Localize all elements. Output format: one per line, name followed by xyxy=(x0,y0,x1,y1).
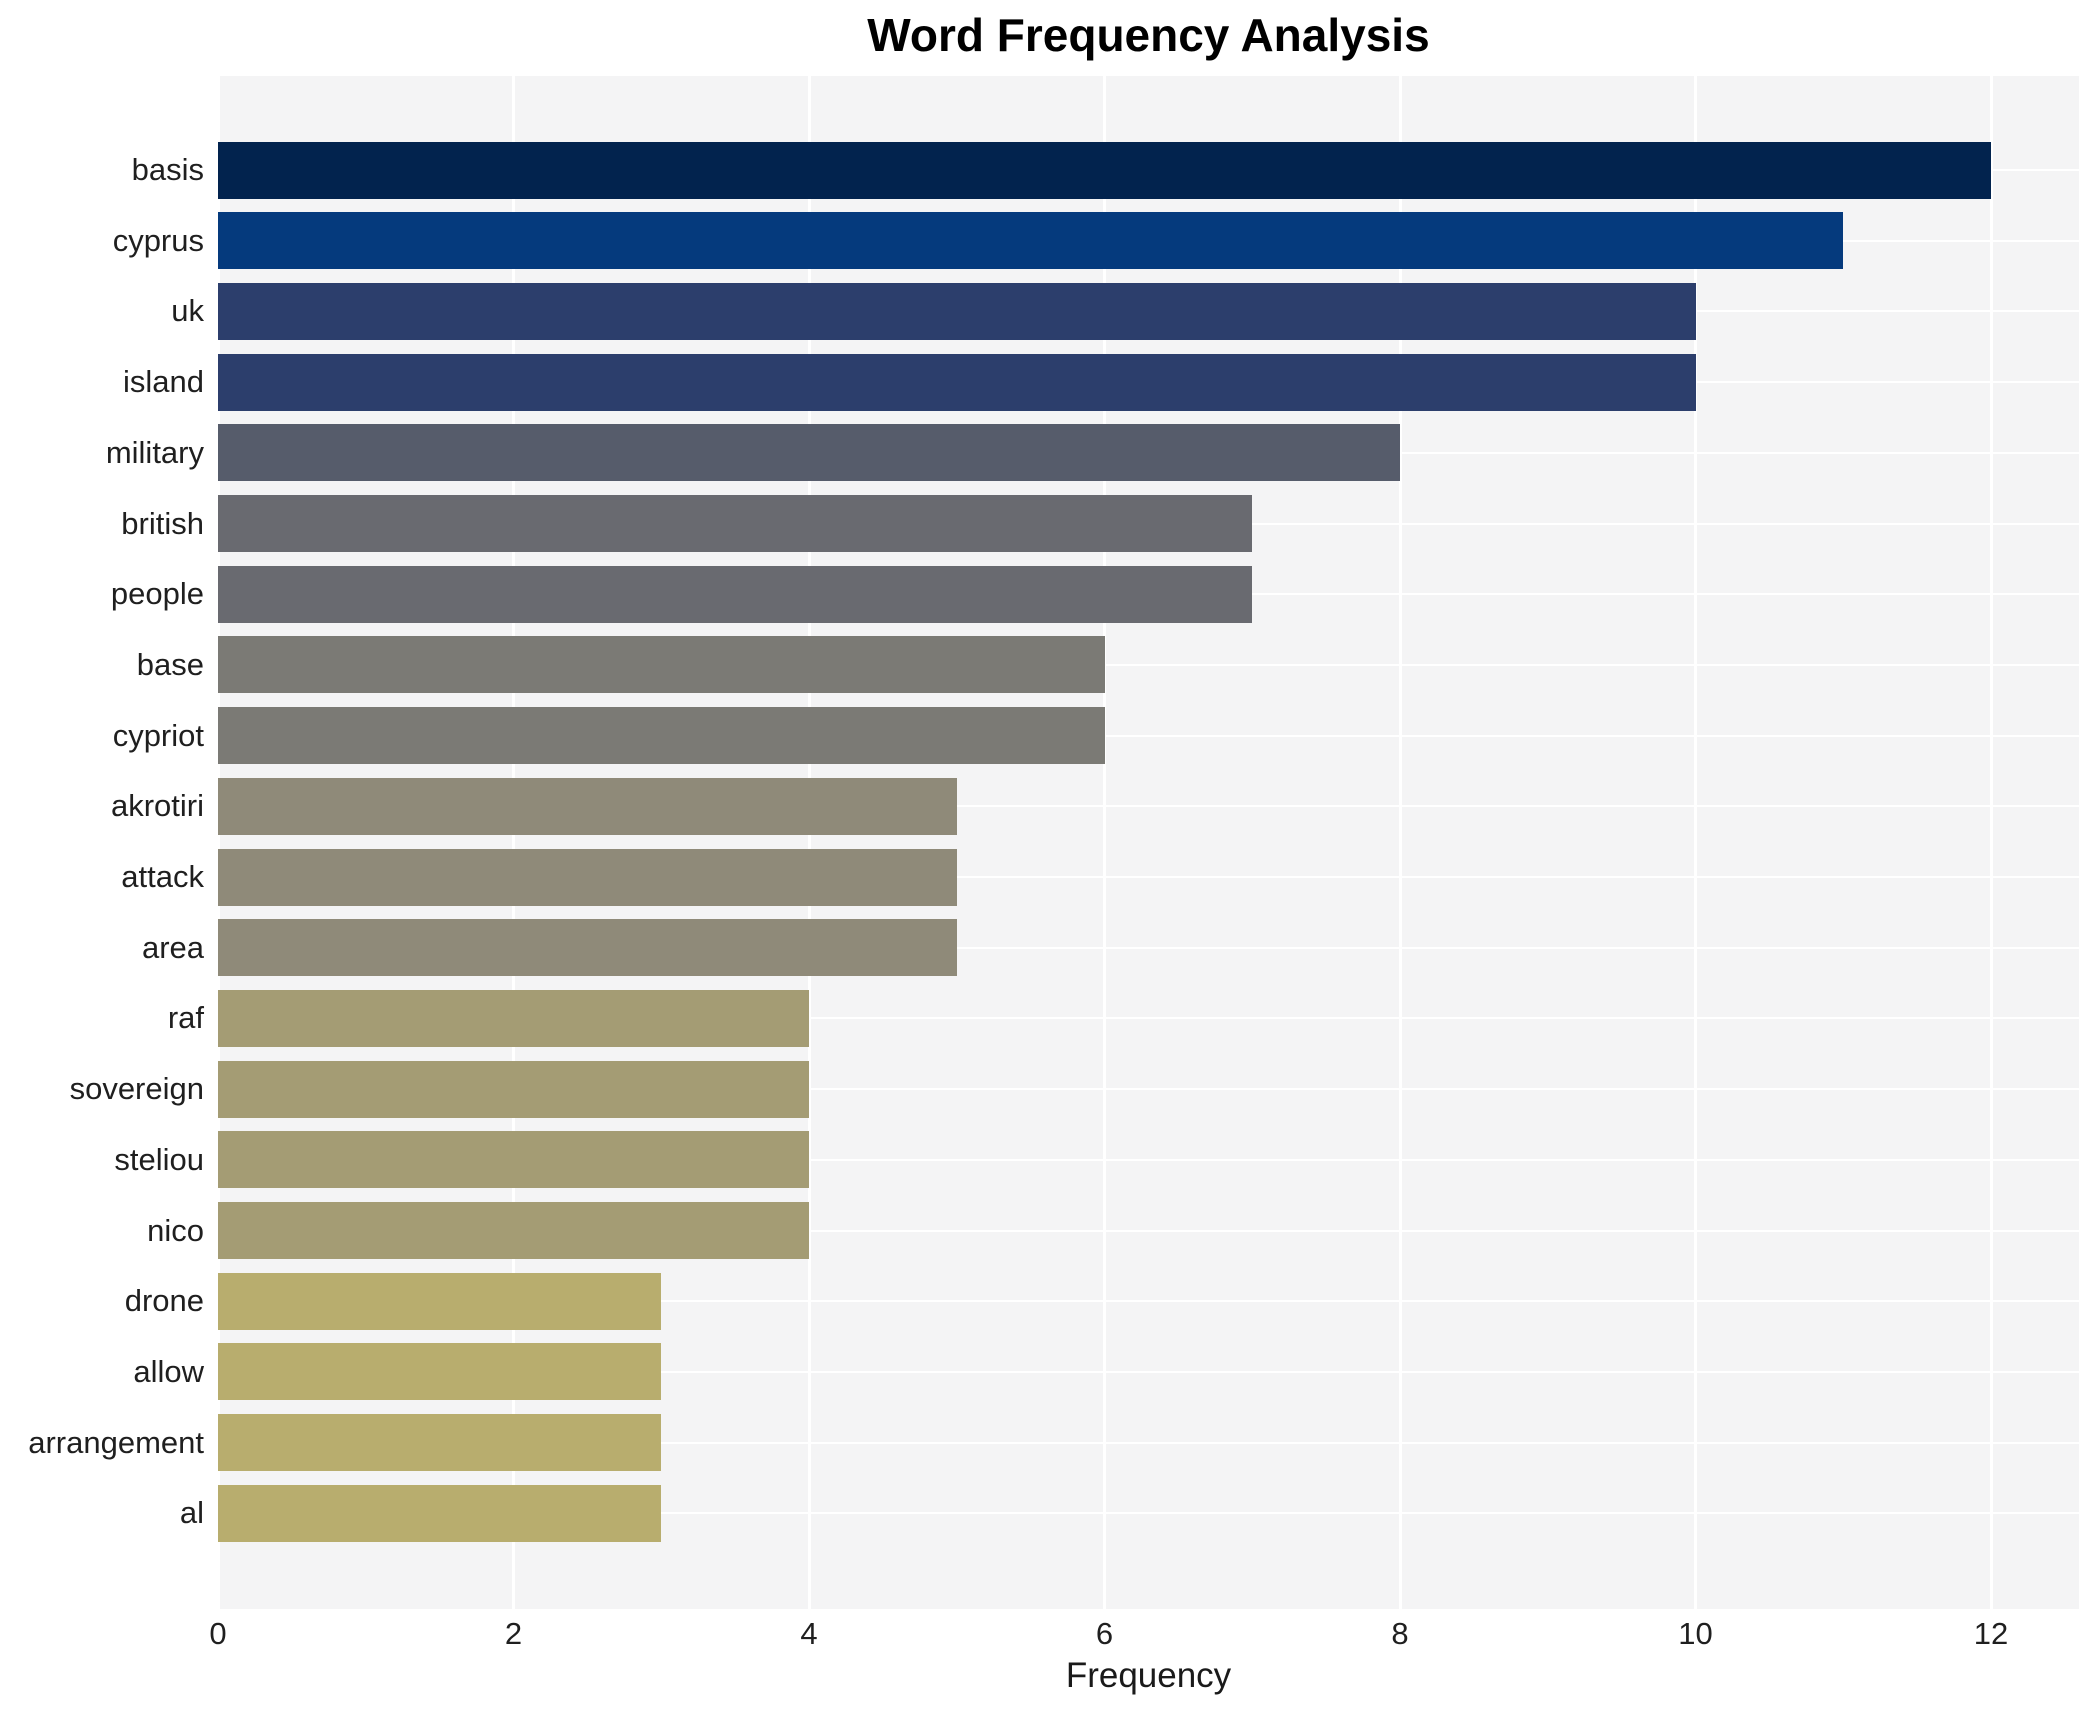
bar-sovereign xyxy=(218,1060,809,1118)
bar-akrotiri xyxy=(218,777,957,835)
bar-cypriot xyxy=(218,707,1105,765)
bar-military xyxy=(218,424,1400,482)
y-tick-label-cypriot: cypriot xyxy=(112,717,204,753)
bar-british xyxy=(218,495,1253,552)
y-tick-label-people: people xyxy=(110,576,204,612)
plot-panel xyxy=(218,76,2079,1609)
x-tick-label-6: 6 xyxy=(1095,1616,1114,1651)
gridline-vertical xyxy=(807,76,811,1609)
y-tick-label-uk: uk xyxy=(171,293,204,329)
bar-nico xyxy=(218,1202,809,1259)
y-tick-label-cyprus: cyprus xyxy=(112,222,204,258)
bar-base xyxy=(218,636,1105,694)
gridline-horizontal xyxy=(218,663,2079,666)
gridline-horizontal xyxy=(218,946,2079,949)
bar-steliou xyxy=(218,1131,809,1189)
y-tick-label-british: british xyxy=(121,505,204,541)
gridline-horizontal xyxy=(218,876,2079,878)
gridline-horizontal xyxy=(218,1370,2079,1373)
y-tick-label-attack: attack xyxy=(121,859,204,894)
gridline-vertical xyxy=(1694,76,1697,1609)
gridline-horizontal xyxy=(218,1229,2079,1232)
bar-drone xyxy=(218,1272,662,1330)
gridline-horizontal xyxy=(218,1017,2079,1020)
x-tick-label-2: 2 xyxy=(504,1616,523,1651)
bar-uk xyxy=(218,282,1696,340)
gridline-horizontal xyxy=(218,1158,2079,1161)
y-tick-label-nico: nico xyxy=(147,1212,204,1248)
x-tick-label-12: 12 xyxy=(1973,1616,2009,1651)
bar-people xyxy=(218,565,1253,623)
gridline-vertical xyxy=(1989,76,1993,1609)
y-tick-label-steliou: steliou xyxy=(114,1141,204,1177)
gridline-vertical xyxy=(218,76,220,1609)
bar-allow xyxy=(218,1343,662,1401)
y-tick-label-area: area xyxy=(141,929,204,965)
bar-al xyxy=(218,1484,662,1542)
gridline-horizontal xyxy=(218,1512,2079,1515)
y-tick-label-allow: allow xyxy=(133,1353,204,1389)
gridline-horizontal xyxy=(218,1441,2079,1444)
bar-arrangement xyxy=(218,1414,662,1472)
gridline-vertical xyxy=(1103,76,1106,1609)
bar-raf xyxy=(218,989,809,1047)
bar-basis xyxy=(218,141,1991,199)
y-tick-label-base: base xyxy=(136,646,204,682)
gridline-vertical xyxy=(1398,76,1402,1609)
y-tick-label-basis: basis xyxy=(131,152,204,187)
bar-cyprus xyxy=(218,212,1844,270)
gridline-horizontal xyxy=(218,1088,2079,1091)
x-tick-label-0: 0 xyxy=(209,1616,227,1651)
y-tick-label-arrangement: arrangement xyxy=(28,1424,204,1460)
gridline-horizontal xyxy=(218,805,2079,808)
x-tick-label-4: 4 xyxy=(800,1616,818,1651)
y-tick-label-akrotiri: akrotiri xyxy=(110,788,204,824)
x-axis-label: Frequency xyxy=(1065,1656,1232,1695)
y-tick-label-drone: drone xyxy=(124,1283,204,1319)
y-tick-label-raf: raf xyxy=(167,1000,204,1036)
gridline-horizontal xyxy=(218,1300,2079,1303)
bar-area xyxy=(218,919,957,977)
y-tick-label-military: military xyxy=(105,434,204,470)
y-tick-label-sovereign: sovereign xyxy=(69,1071,204,1107)
gridline-vertical xyxy=(512,76,515,1609)
y-tick-label-al: al xyxy=(179,1495,204,1531)
bar-attack xyxy=(218,848,957,906)
y-tick-label-island: island xyxy=(123,364,204,400)
x-tick-label-8: 8 xyxy=(1391,1616,1409,1651)
bar-island xyxy=(218,353,1696,411)
x-tick-label-10: 10 xyxy=(1678,1616,1713,1651)
chart-title: Word Frequency Analysis xyxy=(867,9,1430,61)
gridline-horizontal xyxy=(218,734,2079,737)
